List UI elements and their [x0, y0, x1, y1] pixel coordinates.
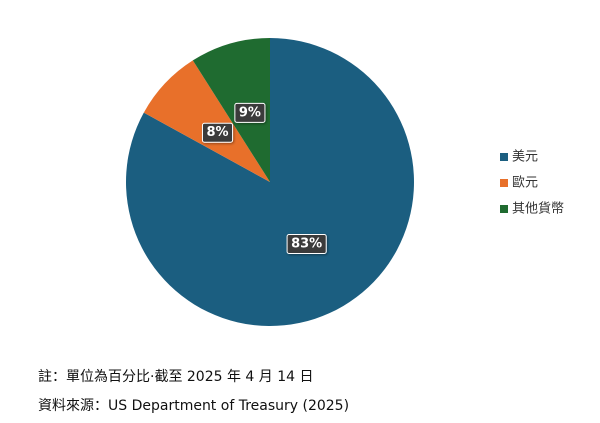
data-label-box [201, 122, 234, 143]
legend-swatch [500, 205, 508, 213]
data-label-text: 83% [291, 236, 322, 251]
data-label-box [286, 233, 327, 254]
pie-slice [143, 60, 270, 182]
source: 資料來源：US Department of Treasury (2025) [38, 398, 349, 414]
legend-label: 歐元 [512, 176, 538, 191]
pie-slice [126, 38, 415, 326]
legend-label: 其他貨幣 [512, 201, 564, 217]
data-label: 83% [286, 233, 327, 254]
legend-swatch [500, 179, 508, 187]
data-label: 8% [201, 122, 234, 143]
data-label: 9% [234, 102, 266, 123]
legend-swatch [500, 153, 508, 161]
legend-label: 美元 [512, 150, 538, 165]
note: 註：單位為百分比·截至 2025 年 4 月 14 日 [38, 369, 314, 385]
data-label-text: 8% [206, 125, 228, 140]
pie-slice [192, 38, 270, 182]
data-label-box [234, 102, 266, 123]
data-label-text: 9% [239, 105, 261, 120]
